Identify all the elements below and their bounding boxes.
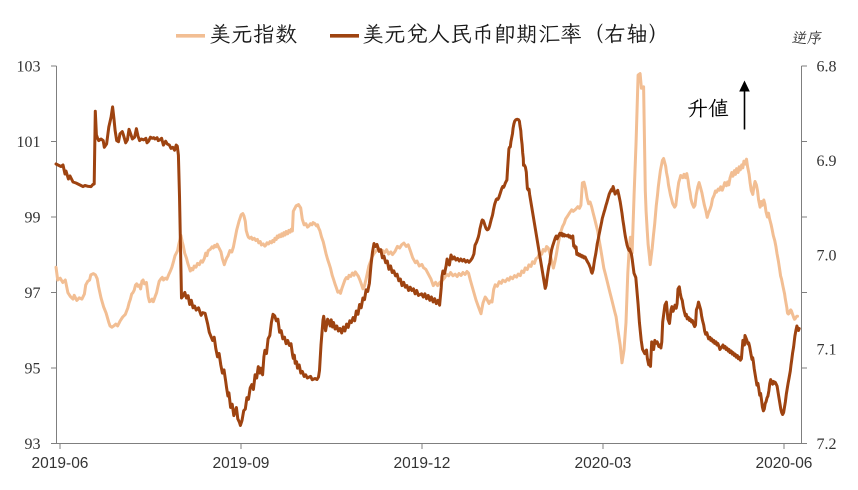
svg-text:103: 103 (17, 59, 41, 76)
svg-text:2019-09: 2019-09 (213, 455, 270, 472)
svg-text:93: 93 (25, 436, 41, 453)
svg-text:7.0: 7.0 (817, 247, 837, 264)
svg-text:6.8: 6.8 (817, 59, 837, 76)
svg-text:2019-06: 2019-06 (32, 455, 89, 472)
svg-text:95: 95 (25, 361, 41, 378)
svg-text:2020-03: 2020-03 (575, 455, 632, 472)
svg-text:6.9: 6.9 (817, 153, 837, 170)
svg-text:2019-12: 2019-12 (394, 455, 451, 472)
svg-text:99: 99 (25, 210, 41, 227)
svg-text:2020-06: 2020-06 (756, 455, 813, 472)
svg-text:97: 97 (25, 285, 41, 302)
svg-text:7.1: 7.1 (817, 342, 837, 359)
svg-text:101: 101 (17, 134, 41, 151)
svg-text:7.2: 7.2 (817, 436, 837, 453)
